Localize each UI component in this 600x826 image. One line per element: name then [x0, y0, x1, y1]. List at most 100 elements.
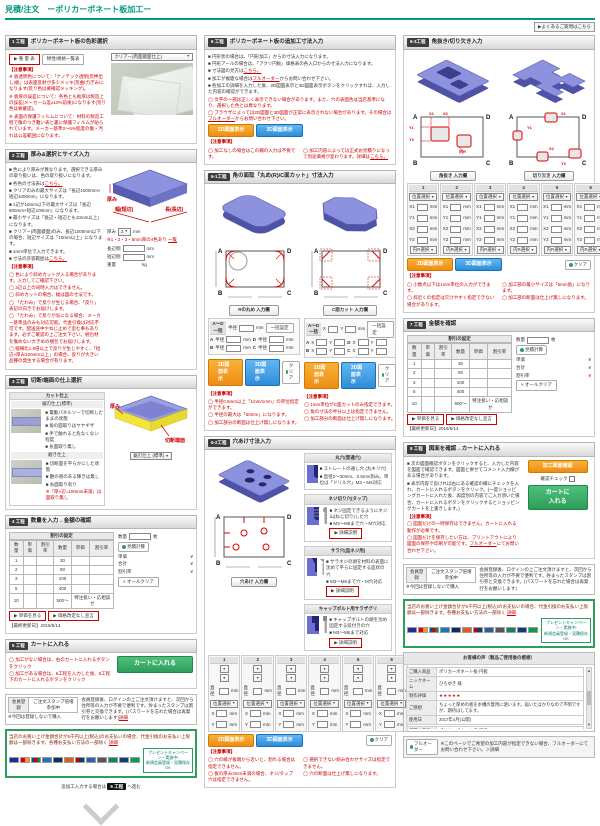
hole-detail-button[interactable]: ▶ 詳細説明 — [329, 637, 362, 649]
cut-finish-select[interactable]: 鋸刃仕上 (標準) ▼ — [130, 452, 172, 461]
2d-drawing-button[interactable]: 2D図面表示 — [208, 358, 243, 386]
y-input[interactable] — [316, 721, 328, 729]
long-side-input[interactable] — [122, 245, 145, 253]
y-input[interactable] — [383, 721, 395, 729]
position-select[interactable]: 位置選択▼ — [475, 193, 505, 202]
y1-input[interactable] — [416, 214, 428, 222]
inner-r-select[interactable]: 内R選択 ▼ — [409, 246, 437, 255]
full-order-link[interactable]: フルオーダー — [252, 75, 280, 81]
property-table-button[interactable]: 物性/規格一覧表 — [41, 54, 85, 65]
hole-size-select[interactable]: ▼ — [353, 674, 363, 683]
unit-price-button[interactable]: ▶ 単価を見る — [9, 610, 47, 622]
inner-r-select[interactable]: 内R選択 ▼ — [543, 246, 571, 255]
hole-size-select[interactable]: ▼ — [319, 674, 330, 683]
hole-size-select[interactable]: ▼ — [286, 674, 296, 683]
dia-input[interactable] — [219, 687, 229, 695]
position-select[interactable]: 位置選択▼ — [377, 699, 406, 708]
add-to-cart-button[interactable]: カートに入れる — [527, 485, 588, 510]
dia-input[interactable] — [252, 687, 263, 695]
x-b-input[interactable] — [316, 347, 328, 355]
y1-input[interactable] — [517, 214, 529, 222]
y1-input[interactable] — [550, 214, 562, 222]
hole-type-select[interactable]: ▼ — [386, 665, 397, 674]
x2-input[interactable] — [483, 225, 495, 233]
y-c-input[interactable] — [375, 347, 387, 355]
full-order-link[interactable]: フルオーダー — [469, 541, 497, 547]
reviews-scrollbar[interactable]: ▲ ▼ — [586, 666, 592, 729]
radius-c-input[interactable] — [269, 344, 284, 352]
2d-drawing-button[interactable]: 2D図面表示 — [208, 733, 255, 747]
position-select[interactable]: 位置選択▼ — [276, 699, 306, 708]
y2-input[interactable] — [550, 236, 562, 244]
calc-button[interactable]: 見積計算 — [516, 345, 547, 356]
member-skip-link[interactable]: ※今回は登録しないで購入 — [8, 714, 62, 720]
hole-detail-button[interactable]: ▶ 詳細説明 — [329, 528, 363, 539]
radius-a-input[interactable] — [226, 336, 242, 344]
thickness-select[interactable]: 2 ▼ — [118, 227, 131, 236]
3d-drawing-button[interactable]: 3D図面表示 — [256, 733, 303, 747]
dia-input[interactable] — [286, 687, 296, 695]
inner-r-select[interactable]: 内R選択 ▼ — [510, 246, 538, 255]
clear-button[interactable]: クリア — [365, 735, 392, 746]
y-input[interactable] — [350, 721, 362, 729]
link[interactable]: こちら。 — [44, 180, 63, 186]
y1-input[interactable] — [450, 214, 462, 222]
faq-link[interactable]: ▶よくあるご質問はこちら — [534, 22, 595, 33]
inner-r-select[interactable]: 内R選択 ▼ — [476, 246, 504, 255]
dia-input[interactable] — [353, 687, 363, 695]
hole-type-select[interactable]: ▼ — [353, 665, 363, 674]
weight-table-button[interactable]: ▶ 重 量 表 — [9, 54, 40, 65]
x-input[interactable] — [350, 710, 362, 718]
position-select[interactable]: 位置選択▼ — [542, 193, 572, 202]
color-select[interactable]: クリアー(両面鏡面仕上) ▼ — [111, 52, 193, 61]
y-input[interactable] — [249, 721, 261, 729]
2d-drawing-button[interactable]: 2D図面表示 — [208, 124, 255, 138]
dia-input[interactable] — [319, 687, 330, 695]
price-policy-button[interactable]: ▶ 価格改定なし宣言 — [48, 610, 99, 622]
clear-button[interactable]: クリア — [564, 259, 591, 271]
3d-drawing-button[interactable]: 3D図面表示 — [244, 358, 280, 386]
x-batch-input[interactable] — [327, 326, 339, 334]
3d-drawing-button[interactable]: 3D図面表示 — [455, 258, 502, 272]
add-to-cart-button[interactable]: カートに入れる — [116, 656, 193, 673]
x1-input[interactable] — [517, 203, 529, 211]
x1-input[interactable] — [550, 203, 562, 211]
scroll-thumb[interactable] — [587, 690, 591, 705]
position-select[interactable]: 位置選択▼ — [243, 699, 272, 708]
hole-size-select[interactable]: ▼ — [252, 674, 263, 683]
hole-type-select[interactable]: ▼ — [286, 665, 296, 674]
y-batch-input[interactable] — [345, 326, 356, 334]
x-input[interactable] — [216, 710, 228, 718]
x-input[interactable] — [316, 710, 328, 718]
qty-input[interactable] — [129, 533, 151, 541]
price-policy-button[interactable]: ▶ 価格改定なし宣言 — [446, 414, 497, 425]
x2-input[interactable] — [450, 225, 462, 233]
x2-input[interactable] — [584, 225, 596, 233]
position-select[interactable]: 位置選択▼ — [409, 193, 438, 202]
hole-type-select[interactable]: ▼ — [252, 665, 263, 674]
batch-set-button[interactable]: 一括設定 — [265, 322, 294, 334]
x2-input[interactable] — [416, 225, 428, 233]
position-select[interactable]: 位置選択▼ — [210, 699, 239, 708]
all-clear-button[interactable]: × オールクリア — [516, 380, 557, 391]
x1-input[interactable] — [416, 203, 428, 211]
batch-set-button[interactable]: 一括設定 — [367, 321, 394, 338]
short-side-input[interactable] — [122, 253, 145, 261]
y-d-input[interactable] — [375, 339, 387, 347]
payment-detail-link[interactable]: 詳細 — [108, 740, 118, 746]
hole-type-select[interactable]: ▼ — [219, 665, 229, 674]
position-select[interactable]: 位置選択▼ — [509, 193, 538, 202]
3d-drawing-button[interactable]: 3D図面表示 — [340, 361, 376, 389]
y2-input[interactable] — [584, 236, 596, 244]
y2-input[interactable] — [483, 236, 495, 244]
inner-r-select[interactable]: 内R選択 ▼ — [576, 246, 600, 255]
clear-button[interactable]: クリア — [377, 363, 396, 387]
link[interactable]: 一覧 — [168, 237, 178, 243]
y1-input[interactable] — [584, 214, 596, 222]
y-a-input[interactable] — [334, 339, 346, 347]
link[interactable]: こちら。 — [370, 153, 389, 159]
payment-detail-link[interactable]: 詳細 — [506, 610, 516, 616]
qty-input[interactable] — [527, 336, 549, 344]
calc-button[interactable]: 見積計算 — [118, 541, 149, 553]
2d-drawing-button[interactable]: 2D図面表示 — [304, 361, 339, 389]
